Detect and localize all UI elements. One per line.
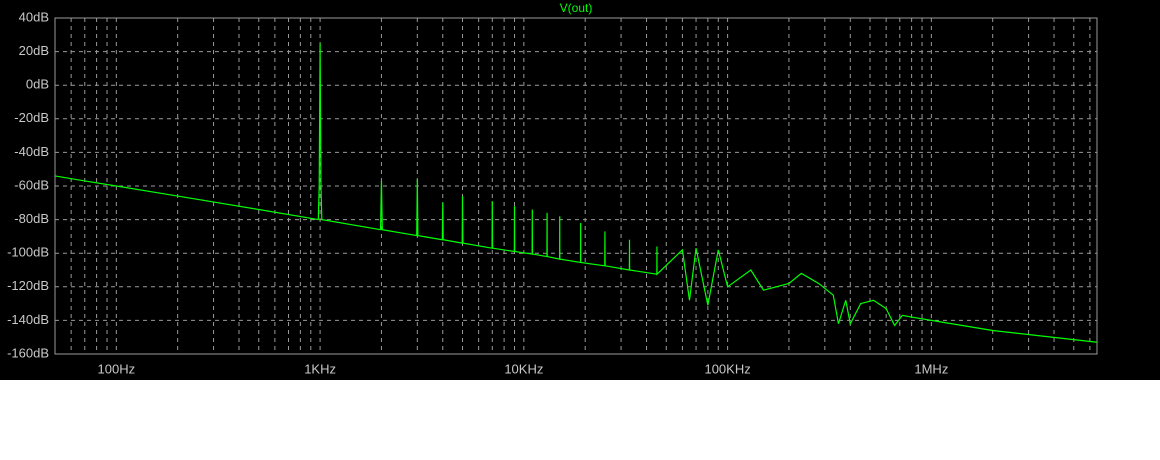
y-tick-label: -60dB (14, 177, 49, 192)
y-tick-label: -80dB (14, 211, 49, 226)
y-tick-label: -40dB (14, 144, 49, 159)
y-tick-label: -140dB (7, 312, 49, 327)
chart-title: V(out) (560, 1, 593, 15)
x-tick-label: 1MHz (914, 361, 948, 376)
x-tick-label: 1KHz (304, 361, 336, 376)
x-tick-label: 10KHz (504, 361, 543, 376)
x-tick-label: 100KHz (704, 361, 750, 376)
y-tick-label: 20dB (19, 43, 49, 58)
y-tick-label: -20dB (14, 110, 49, 125)
y-tick-label: 0dB (26, 77, 49, 92)
y-tick-label: -120dB (7, 278, 49, 293)
plot-background (0, 0, 1160, 380)
y-tick-label: -160dB (7, 345, 49, 360)
y-tick-label: 40dB (19, 9, 49, 24)
x-tick-label: 100Hz (98, 361, 136, 376)
y-tick-label: -100dB (7, 245, 49, 260)
series-line (54, 43, 1098, 343)
